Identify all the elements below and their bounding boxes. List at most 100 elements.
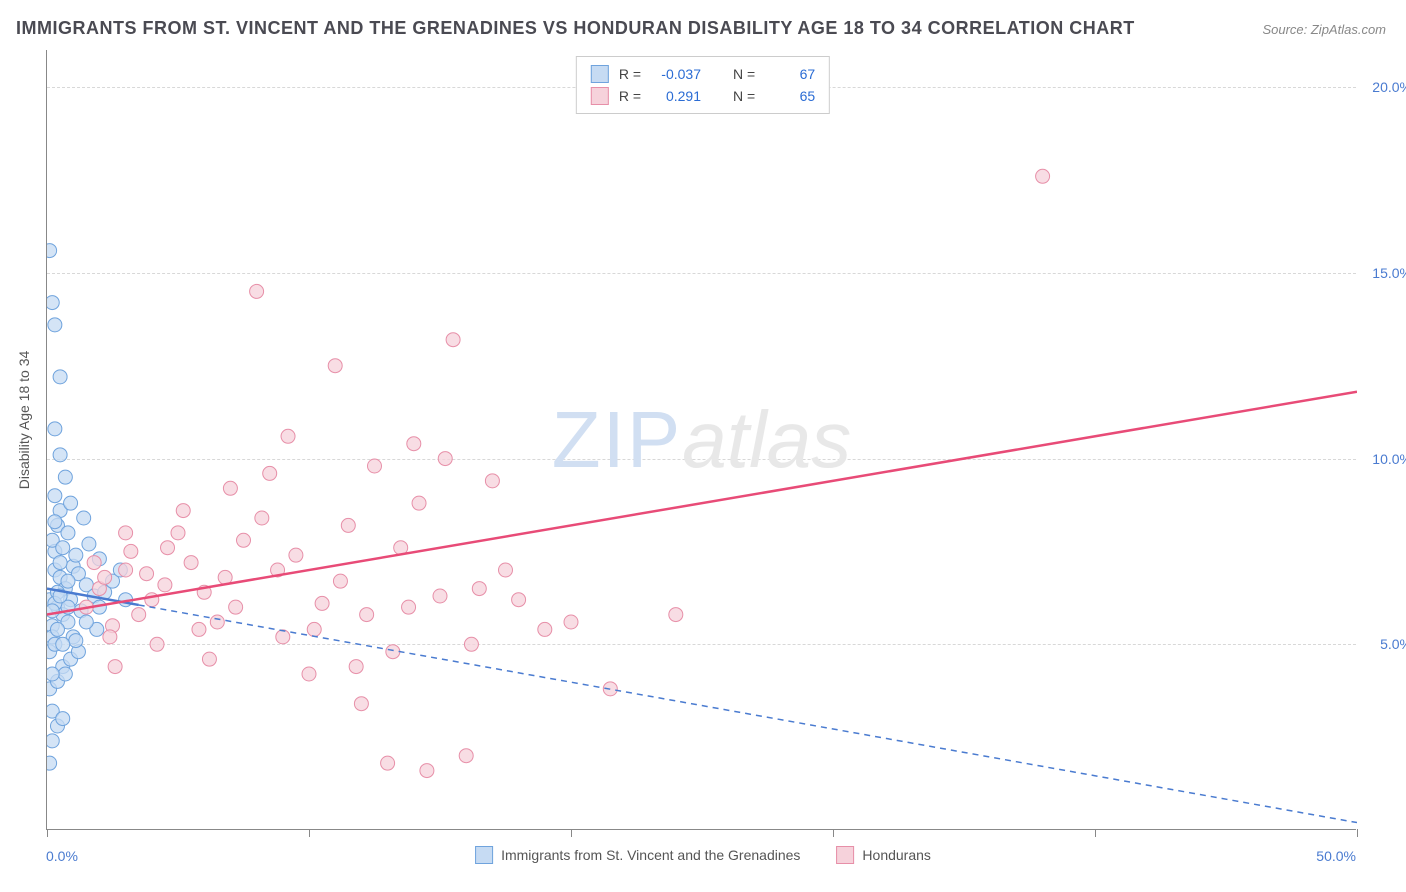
scatter-svg	[47, 50, 1357, 830]
data-point	[119, 526, 133, 540]
legend-r-label: R =	[619, 66, 641, 82]
data-point	[176, 504, 190, 518]
data-point	[307, 622, 321, 636]
data-point	[53, 370, 67, 384]
data-point	[108, 660, 122, 674]
data-point	[360, 608, 374, 622]
data-point	[69, 548, 83, 562]
data-point	[459, 749, 473, 763]
data-point	[485, 474, 499, 488]
data-point	[64, 496, 78, 510]
data-point	[333, 574, 347, 588]
data-point	[140, 567, 154, 581]
chart-plot-area: ZIPatlas 5.0%10.0%15.0%20.0%	[46, 50, 1356, 830]
data-point	[161, 541, 175, 555]
data-point	[50, 622, 64, 636]
legend-r-value: -0.037	[651, 66, 701, 82]
data-point	[192, 622, 206, 636]
data-point	[184, 556, 198, 570]
series-legend: Immigrants from St. Vincent and the Gren…	[475, 846, 931, 864]
legend-n-label: N =	[733, 88, 755, 104]
x-axis-end-label: 50.0%	[1316, 848, 1356, 864]
data-point	[61, 526, 75, 540]
legend-label: Immigrants from St. Vincent and the Gren…	[501, 847, 800, 863]
data-point	[48, 489, 62, 503]
data-point	[512, 593, 526, 607]
data-point	[472, 582, 486, 596]
data-point	[98, 570, 112, 584]
data-point	[420, 764, 434, 778]
data-point	[69, 634, 83, 648]
data-point	[499, 563, 513, 577]
regression-line	[47, 392, 1357, 615]
data-point	[210, 615, 224, 629]
data-point	[124, 544, 138, 558]
legend-r-value: 0.291	[651, 88, 701, 104]
data-point	[412, 496, 426, 510]
x-tick	[571, 829, 572, 837]
data-point	[103, 630, 117, 644]
source-attribution: Source: ZipAtlas.com	[1262, 22, 1386, 37]
data-point	[386, 645, 400, 659]
data-point	[223, 481, 237, 495]
data-point	[538, 622, 552, 636]
data-point	[349, 660, 363, 674]
y-tick-label: 15.0%	[1372, 265, 1406, 281]
legend-item: Hondurans	[836, 846, 931, 864]
y-tick-label: 5.0%	[1380, 636, 1406, 652]
legend-swatch	[475, 846, 493, 864]
data-point	[47, 604, 59, 618]
x-tick	[1095, 829, 1096, 837]
data-point	[669, 608, 683, 622]
data-point	[315, 596, 329, 610]
data-point	[56, 541, 70, 555]
data-point	[77, 511, 91, 525]
data-point	[302, 667, 316, 681]
data-point	[1036, 169, 1050, 183]
legend-swatch	[591, 65, 609, 83]
data-point	[402, 600, 416, 614]
data-point	[341, 518, 355, 532]
data-point	[250, 284, 264, 298]
data-point	[255, 511, 269, 525]
correlation-legend: R = -0.037 N = 67 R = 0.291 N = 65	[576, 56, 830, 114]
x-tick	[833, 829, 834, 837]
data-point	[407, 437, 421, 451]
data-point	[433, 589, 447, 603]
legend-n-label: N =	[733, 66, 755, 82]
data-point	[263, 466, 277, 480]
data-point	[56, 712, 70, 726]
data-point	[281, 429, 295, 443]
chart-title: IMMIGRANTS FROM ST. VINCENT AND THE GREN…	[16, 18, 1135, 39]
data-point	[354, 697, 368, 711]
regression-line-extrapolated	[139, 605, 1357, 823]
data-point	[368, 459, 382, 473]
legend-n-value: 67	[765, 66, 815, 82]
legend-swatch	[836, 846, 854, 864]
data-point	[53, 448, 67, 462]
data-point	[48, 318, 62, 332]
data-point	[237, 533, 251, 547]
legend-r-label: R =	[619, 88, 641, 104]
data-point	[47, 756, 57, 770]
data-point	[171, 526, 185, 540]
data-point	[87, 556, 101, 570]
data-point	[381, 756, 395, 770]
legend-row: R = -0.037 N = 67	[591, 63, 815, 85]
legend-label: Hondurans	[862, 847, 931, 863]
data-point	[150, 637, 164, 651]
legend-n-value: 65	[765, 88, 815, 104]
data-point	[53, 556, 67, 570]
data-point	[58, 470, 72, 484]
data-point	[464, 637, 478, 651]
x-tick	[47, 829, 48, 837]
data-point	[58, 667, 72, 681]
data-point	[119, 563, 133, 577]
data-point	[564, 615, 578, 629]
data-point	[276, 630, 290, 644]
y-axis-label: Disability Age 18 to 34	[16, 351, 32, 490]
data-point	[328, 359, 342, 373]
data-point	[229, 600, 243, 614]
data-point	[202, 652, 216, 666]
x-tick	[1357, 829, 1358, 837]
